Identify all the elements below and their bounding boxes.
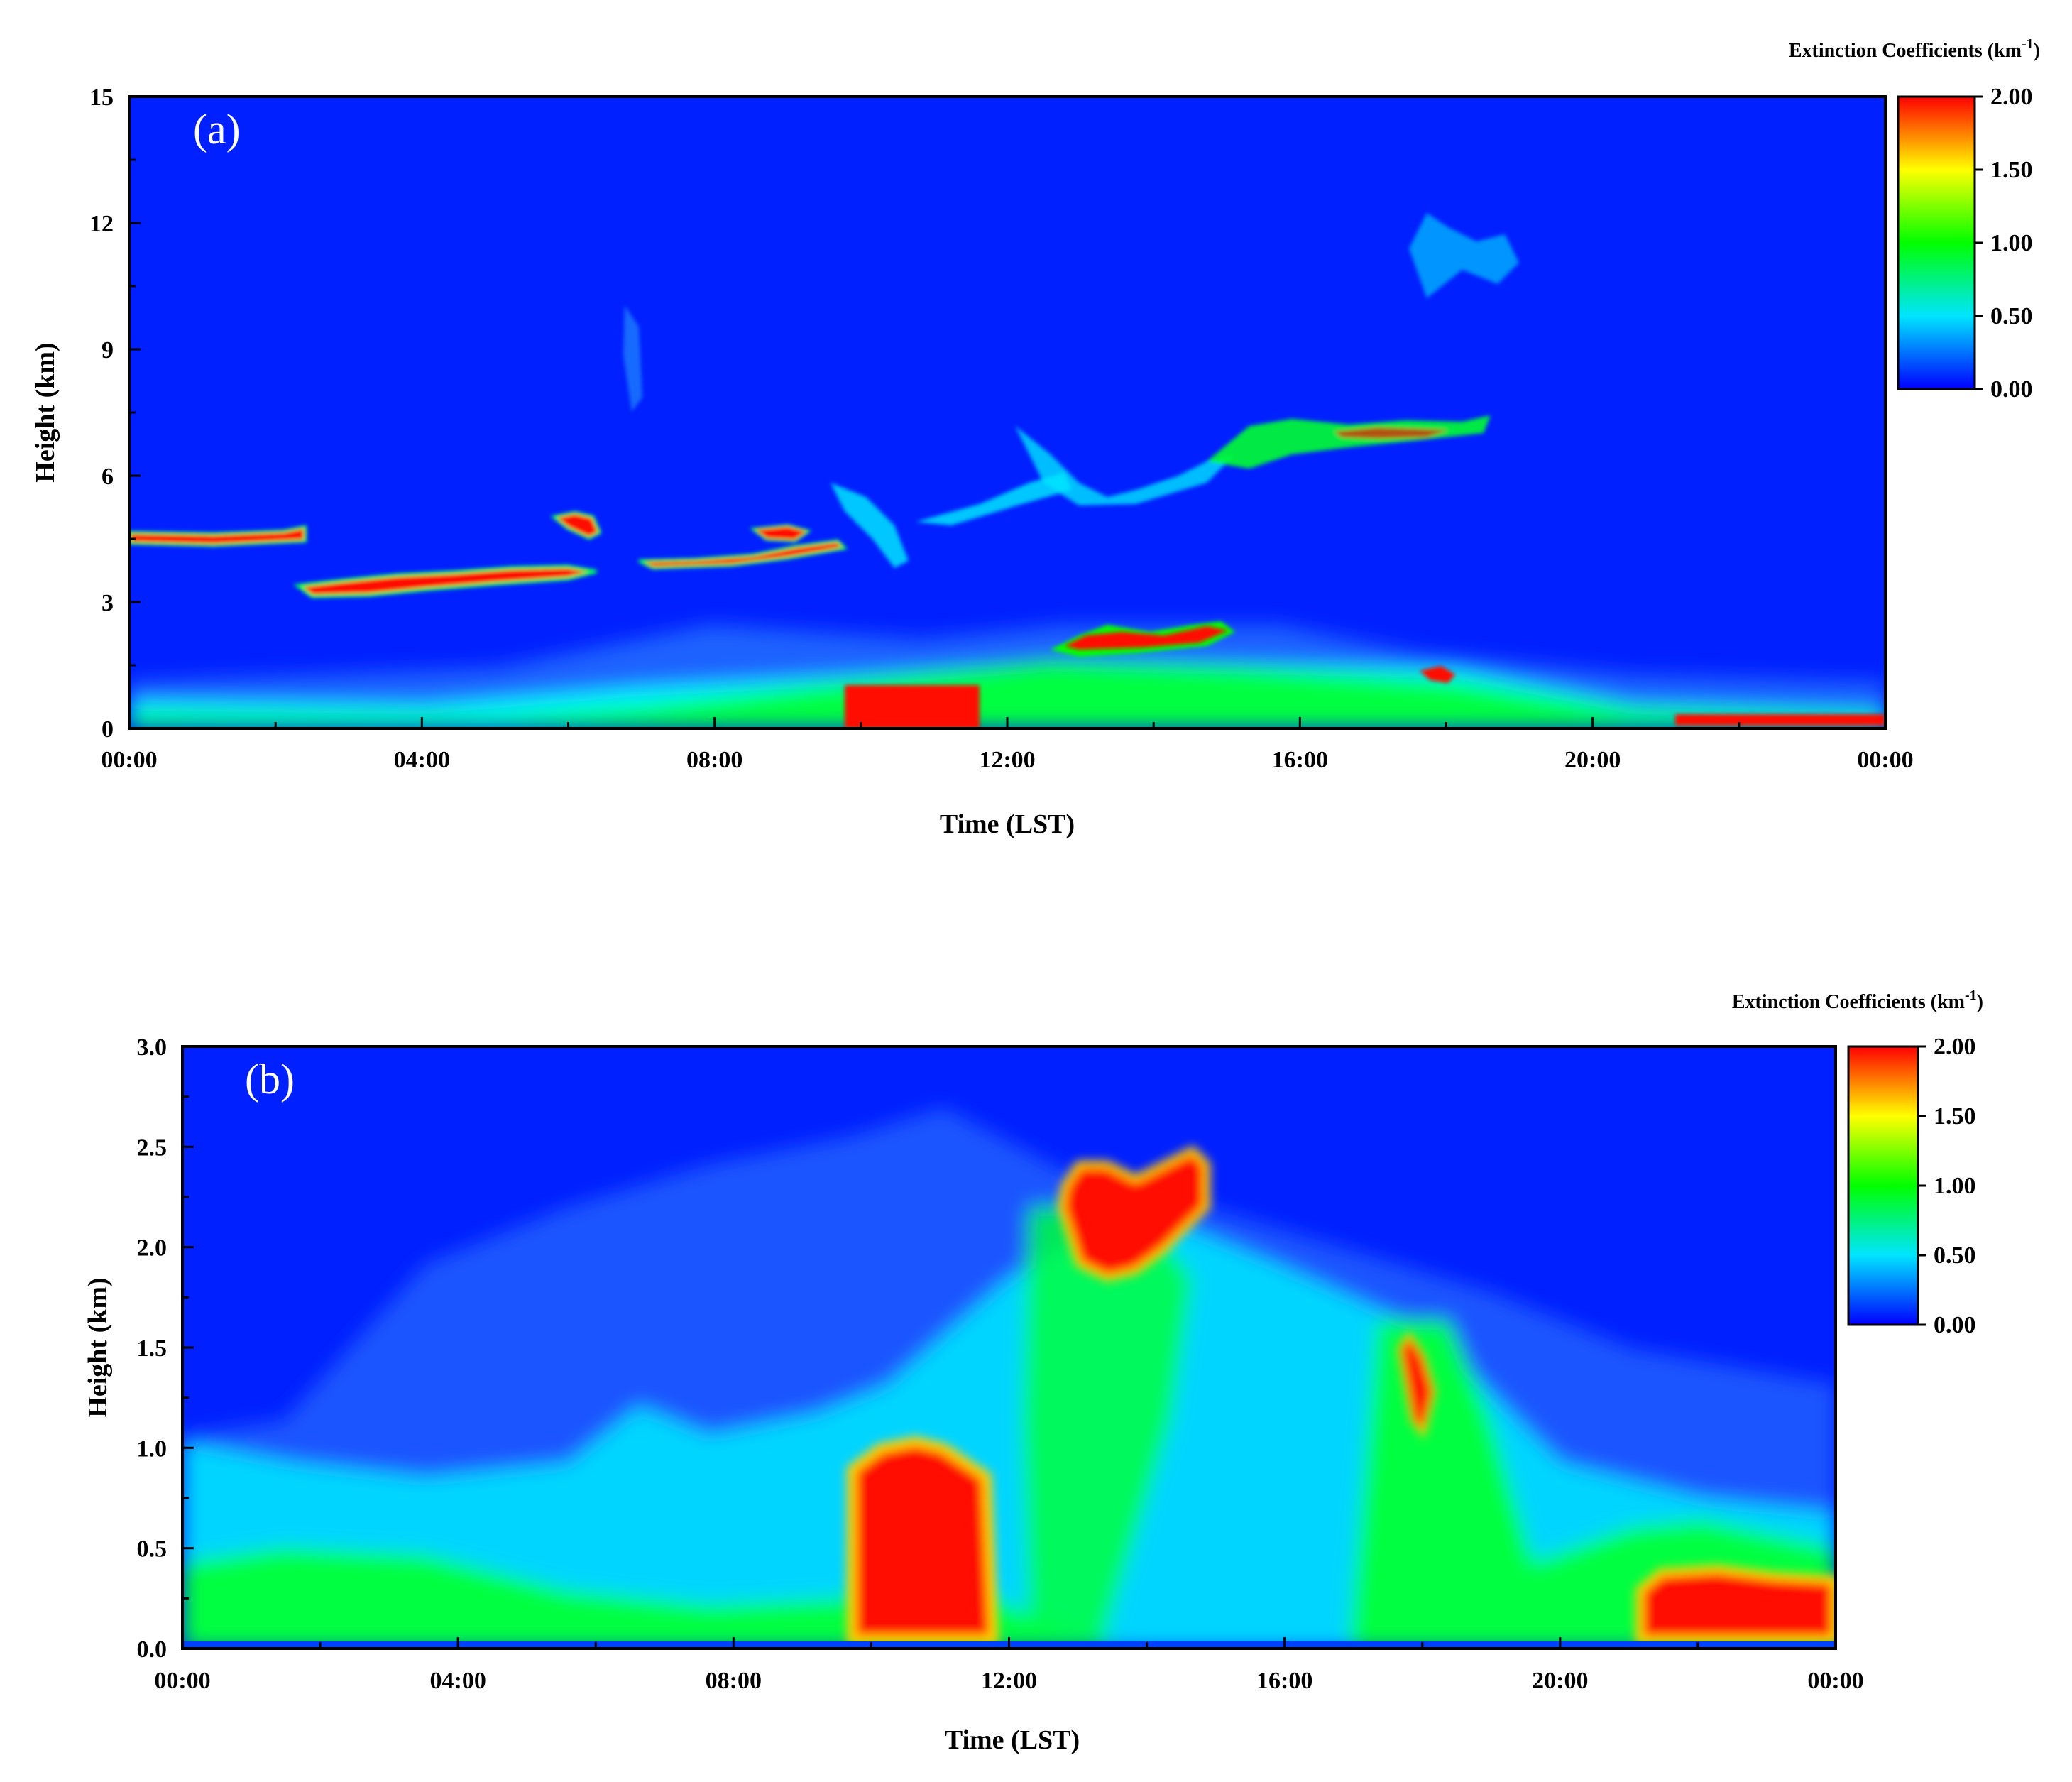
heatmap-a-layer-5km-06h — [550, 510, 602, 540]
y-tick-label: 12 — [89, 211, 114, 237]
x-tick-label: 20:00 — [1564, 747, 1621, 773]
y-tick-label: 3 — [102, 590, 114, 616]
heatmap-b — [182, 1046, 1836, 1649]
heatmap-a-red-spot-18h — [1420, 666, 1455, 683]
x-tick-label: 16:00 — [1256, 1668, 1312, 1694]
heatmap-a-layer-6km — [916, 472, 1072, 525]
heatmap-a-plume-2km-core — [1065, 626, 1228, 650]
y-axis-label-a: Height (km) — [31, 342, 60, 482]
colorbar-b: 2.00 1.50 1.00 0.50 0.00 Extinction Coeffici… — [1732, 988, 1983, 1338]
x-tick-label: 12:00 — [979, 747, 1035, 773]
x-tick-label: 00:00 — [101, 747, 157, 773]
heatmap-b-red-column — [847, 1436, 999, 1645]
x-tick-label: 00:00 — [1857, 747, 1913, 773]
y-axis-a: 0 3 6 9 12 15 — [89, 84, 141, 743]
y-tick-label: 15 — [89, 84, 114, 111]
y-tick-label: 2.5 — [137, 1135, 168, 1161]
y-tick-label: 0.0 — [137, 1636, 168, 1663]
heatmap-b-red-evening — [1635, 1564, 1836, 1644]
heatmap-a — [129, 97, 1885, 728]
colorbar-a-title: Extinction Coefficients (km-1) — [1789, 36, 2040, 62]
heatmap-a-layer-3-4km — [293, 564, 597, 598]
heatmap-a-thin-9km — [623, 305, 642, 412]
colorbar-tick-label: 0.00 — [1990, 376, 2033, 403]
heatmap-a-rising-layer — [831, 483, 909, 568]
y-tick-label: 1.5 — [137, 1335, 168, 1362]
panel-label-b: (b) — [245, 1056, 295, 1103]
colorbar-a-gradient — [1897, 95, 1976, 390]
heatmap-a-cirrus-11km — [1409, 213, 1519, 298]
heatmap-a-layer-4-5km — [129, 525, 307, 547]
x-axis-label-a: Time (LST) — [940, 809, 1075, 839]
colorbar-b-ticks: 2.00 1.50 1.00 0.50 0.00 — [1918, 1034, 1976, 1338]
heatmap-b-green-mid — [1022, 1207, 1193, 1649]
x-tick-label: 16:00 — [1272, 747, 1328, 773]
x-tick-label: 08:00 — [706, 1668, 762, 1694]
x-axis-a: 00:00 04:00 08:00 12:00 16:00 20:00 00:00 — [101, 717, 1914, 773]
y-tick-label: 1.0 — [137, 1436, 168, 1462]
y-tick-label: 3.0 — [137, 1034, 168, 1061]
heatmap-a-layer-7km-core — [1334, 427, 1448, 439]
colorbar-b-title: Extinction Coefficients (km-1) — [1732, 988, 1983, 1013]
panel-label-a: (a) — [193, 106, 241, 153]
colorbar-a: 2.00 1.50 1.00 0.50 0.00 Extinction Coeffici… — [1789, 36, 2040, 403]
y-tick-label: 2.0 — [137, 1235, 168, 1262]
y-tick-label: 9 — [102, 337, 114, 363]
heatmap-a-red-column — [845, 685, 980, 728]
colorbar-tick-label: 0.50 — [1990, 303, 2033, 329]
colorbar-tick-label: 0.00 — [1934, 1312, 1976, 1338]
colorbar-tick-label: 1.00 — [1990, 230, 2033, 256]
y-tick-label: 0 — [102, 716, 114, 743]
colorbar-tick-label: 0.50 — [1934, 1242, 1976, 1269]
x-tick-label: 20:00 — [1532, 1668, 1588, 1694]
colorbar-a-ticks: 2.00 1.50 1.00 0.50 0.00 — [1975, 84, 2033, 403]
heatmap-a-layer-5km-09h — [750, 524, 812, 542]
y-tick-label: 6 — [102, 464, 114, 490]
heatmap-a-pbl-green — [129, 660, 1885, 728]
y-tick-label: 0.5 — [137, 1536, 168, 1563]
x-tick-label: 08:00 — [686, 747, 742, 773]
heatmap-a-background — [129, 97, 1885, 728]
x-axis-label-b: Time (LST) — [945, 1725, 1080, 1755]
y-axis-b: 0.0 0.5 1.0 1.5 2.0 2.5 3.0 — [137, 1034, 194, 1663]
heatmap-b-red-spot-18h — [1397, 1330, 1437, 1439]
colorbar-tick-label: 2.00 — [1990, 84, 2033, 110]
heatmap-a-layer-6-7km — [1015, 426, 1235, 505]
y-axis-label-b: Height (km) — [83, 1277, 113, 1417]
colorbar-tick-label: 1.50 — [1934, 1103, 1976, 1130]
colorbar-tick-label: 2.00 — [1934, 1034, 1976, 1060]
colorbar-tick-label: 1.00 — [1934, 1173, 1976, 1199]
x-axis-b: 00:00 04:00 08:00 12:00 16:00 20:00 00:00 — [154, 1637, 1864, 1694]
colorbar-b-gradient — [1847, 1045, 1919, 1326]
x-tick-label: 12:00 — [981, 1668, 1037, 1694]
x-tick-label: 04:00 — [430, 1668, 486, 1694]
x-tick-label: 00:00 — [154, 1668, 210, 1694]
heatmap-a-layer-7km — [1207, 415, 1491, 469]
x-tick-label: 04:00 — [394, 747, 450, 773]
panel-a: (a) 0 3 6 9 12 15 00:00 04:00 08:00 12:00 16:00 20… — [31, 36, 2040, 839]
colorbar-tick-label: 1.50 — [1990, 157, 2033, 183]
heatmap-b-red-plume — [1057, 1145, 1210, 1282]
x-tick-label: 00:00 — [1807, 1668, 1863, 1694]
heatmap-a-layer-4km-08h — [638, 539, 848, 570]
heatmap-a-red-evening — [1675, 714, 1885, 726]
panel-b: (b) 0.0 0.5 1.0 1.5 2.0 2.5 3.0 00:00 04:00 08:0… — [83, 988, 1983, 1755]
